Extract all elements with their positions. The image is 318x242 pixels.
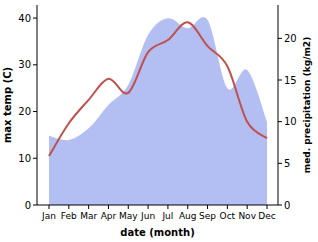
y2-axis — [278, 5, 279, 205]
y2-tick — [278, 80, 282, 81]
x-axis — [37, 205, 278, 206]
x-tick-label: Oct — [220, 211, 236, 221]
y-axis — [37, 5, 38, 205]
x-tick — [187, 205, 188, 209]
x-tick-label: Apr — [101, 211, 117, 221]
y2-tick-label: 5 — [284, 158, 290, 169]
y-tick — [33, 205, 37, 206]
x-tick — [247, 205, 248, 209]
x-axis-label: date (month) — [120, 227, 194, 238]
x-tick-label: Dec — [258, 211, 275, 221]
y-tick — [33, 64, 37, 65]
x-tick — [128, 205, 129, 209]
x-tick — [167, 205, 168, 209]
y-tick — [33, 18, 37, 19]
x-tick — [207, 205, 208, 209]
x-tick-label: Nov — [238, 211, 256, 221]
x-tick — [148, 205, 149, 209]
x-tick-label: May — [119, 211, 138, 221]
temp-line — [49, 22, 267, 156]
y-tick-label: 40 — [18, 13, 31, 24]
y-tick — [33, 111, 37, 112]
x-tick-label: Jun — [140, 211, 155, 221]
y2-tick-label: 20 — [284, 33, 297, 44]
x-tick-label: Jan — [41, 211, 56, 221]
marks — [49, 17, 267, 205]
y2-axis-label: med. precipitation (kg/m2) — [302, 37, 312, 173]
x-tick-label: Sep — [199, 211, 216, 221]
y-tick-label: 0 — [25, 200, 31, 211]
y2-tick-label: 10 — [284, 116, 297, 127]
x-tick — [267, 205, 268, 209]
x-tick-label: Aug — [179, 211, 197, 221]
y2-tick — [278, 121, 282, 122]
y2-tick-label: 0 — [284, 200, 290, 211]
x-tick — [88, 205, 89, 209]
chart: 0 10 20 30 40 0 5 10 15 20 Jan FebMar AprMayJun Jul Au… — [0, 0, 318, 242]
x-tick — [49, 205, 50, 209]
x-tick-label: Mar — [80, 211, 97, 221]
y2-tick — [278, 205, 282, 206]
y-axis-label: max temp (C) — [2, 67, 13, 143]
y-tick-label: 30 — [18, 59, 31, 70]
y-tick-label: 10 — [18, 153, 31, 164]
x-tick-label: Jul — [161, 211, 173, 221]
x-tick — [108, 205, 109, 209]
y-tick-label: 20 — [18, 106, 31, 117]
y2-tick — [278, 163, 282, 164]
y2-tick — [278, 38, 282, 39]
precip-area — [49, 17, 267, 205]
x-tick — [227, 205, 228, 209]
y-tick — [33, 158, 37, 159]
x-tick — [68, 205, 69, 209]
x-tick-label: Feb — [61, 211, 77, 221]
y2-tick-label: 15 — [284, 75, 297, 86]
